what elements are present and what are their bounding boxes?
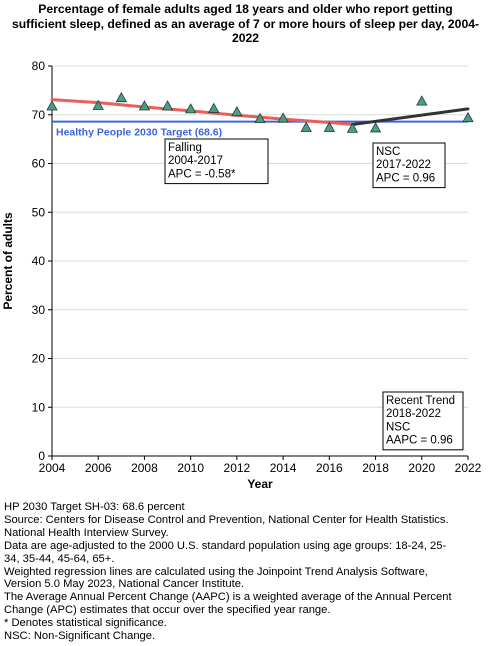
note-line: 34, 35-44, 45-64, 65+.: [4, 552, 115, 565]
note-line: National Health Interview Survey.: [4, 526, 169, 539]
note-line: Weighted regression lines are calculated…: [4, 565, 428, 578]
y-tick-label: 40: [32, 254, 46, 268]
x-tick-label: 2014: [270, 461, 297, 475]
annotation-text: Falling: [168, 142, 202, 154]
note-line: The Average Annual Percent Change (AAPC)…: [4, 591, 452, 604]
annotation-box: [372, 142, 446, 189]
note-line: HP 2030 Target SH-03: 68.6 percent: [4, 501, 185, 513]
y-tick-label: 30: [32, 303, 46, 317]
x-tick-label: 2004: [39, 461, 66, 475]
x-tick-label: 2006: [85, 461, 112, 475]
trend-lines: [50, 98, 470, 126]
title-line-2: sufficient sleep, defined as an average …: [11, 16, 480, 31]
x-tick-label: 2022: [455, 461, 482, 475]
data-point: [323, 121, 336, 132]
footnotes: HP 2030 Target SH-03: 68.6 percent Sourc…: [4, 501, 489, 643]
data-point: [254, 112, 266, 124]
note-line: NSC: Non-Significant Change.: [4, 630, 156, 643]
y-tick-label: 60: [32, 157, 46, 171]
note-line: * Denotes statistical significance.: [4, 617, 167, 630]
annotation-text: NSC: [386, 421, 410, 433]
data-point: [208, 102, 220, 113]
y-tick-label: 0: [38, 449, 45, 463]
x-axis-ticks: 2004 2006 2008 2010 2012 2014 2016 2018 2020 2022: [39, 456, 482, 475]
x-tick-label: 2010: [177, 461, 204, 475]
annotation-box: [164, 138, 269, 185]
x-axis-label: Year: [247, 477, 273, 491]
data-point: [138, 100, 151, 111]
note-line: Change (APC) estimates that occur over t…: [4, 604, 331, 617]
note-line: Source: Centers for Disease Control and …: [4, 513, 449, 526]
trend-line-nsc: [350, 107, 470, 126]
annotation-text: Recent Trend: [386, 395, 455, 407]
y-axis-ticks: 0 10 20 30 40 50 60 70 80: [32, 59, 52, 463]
y-tick-label: 20: [32, 352, 46, 366]
data-point: [92, 99, 104, 110]
axes: [51, 66, 468, 457]
x-tick-label: 2012: [224, 461, 251, 475]
y-tick-label: 80: [32, 59, 46, 73]
data-points: [46, 91, 474, 133]
title-line-1: Percentage of female adults aged 18 year…: [38, 2, 453, 16]
y-tick-label: 10: [32, 400, 46, 414]
data-point: [46, 100, 58, 111]
annotation-text: APC = -0.58*: [168, 168, 236, 180]
note-line: Version 5.0 May 2023, National Cancer In…: [4, 578, 245, 591]
x-tick-label: 2018: [362, 461, 389, 475]
data-point: [115, 91, 128, 103]
data-point: [346, 122, 359, 133]
data-point: [369, 122, 382, 133]
data-point: [184, 103, 197, 114]
x-tick-label: 2020: [408, 461, 435, 475]
data-point: [300, 121, 312, 132]
annotation-box: [382, 391, 464, 451]
annotation-text: APC = 0.96: [376, 172, 435, 184]
annotation-text: 2017-2022: [376, 159, 431, 171]
x-tick-label: 2008: [131, 461, 158, 475]
data-point: [277, 112, 289, 123]
annotation-text: NSC: [376, 146, 400, 158]
note-line: Data are age-adjusted to the 2000 U.S. s…: [4, 539, 447, 552]
y-tick-label: 50: [32, 205, 46, 219]
y-tick-label: 70: [32, 108, 46, 122]
target-label: Healthy People 2030 Target (68.6): [56, 127, 222, 139]
annotation-text: 2018-2022: [386, 408, 441, 420]
data-point: [231, 106, 243, 117]
annotation-text: AAPC = 0.96: [386, 435, 453, 447]
y-axis-label: Percent of adults: [1, 212, 15, 310]
trend-line-falling: [50, 98, 354, 126]
data-point: [462, 111, 474, 123]
title-line-3: 2022: [231, 31, 260, 46]
annotation-text: 2004-2017: [168, 155, 223, 167]
data-point: [416, 95, 428, 106]
chart-title: Percentage of female adults aged 18 year…: [6, 2, 485, 46]
x-tick-label: 2016: [316, 461, 343, 475]
data-point: [161, 100, 174, 111]
